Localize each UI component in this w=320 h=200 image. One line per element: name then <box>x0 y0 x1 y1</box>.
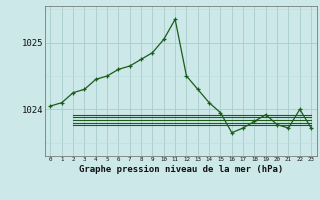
X-axis label: Graphe pression niveau de la mer (hPa): Graphe pression niveau de la mer (hPa) <box>79 165 283 174</box>
